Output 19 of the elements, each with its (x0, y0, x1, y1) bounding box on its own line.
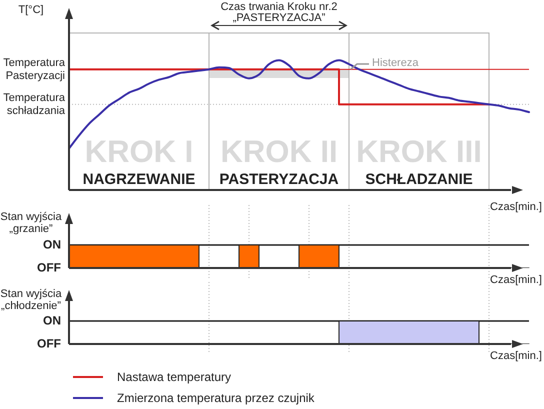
text: ON (43, 313, 61, 328)
x-axis-title: Czas[min.] (490, 274, 542, 286)
annotation: SCHŁADZANIE (365, 171, 473, 188)
chart-title: Czas trwania Kroku nr.2 „PASTERYZACJA” (220, 1, 338, 24)
ref-line-label: Temperatura schładzania (3, 92, 66, 117)
legend-label: Nastawa temperatury (117, 370, 232, 384)
annotation: Histereza (372, 57, 418, 70)
annotation: PASTERYZACJA (219, 171, 339, 188)
x-axis-title: Czas[min.] (490, 350, 542, 362)
text: OFF (37, 260, 61, 274)
y-axis-title: T[°C] (17, 4, 45, 16)
ref-line-label: Temperatura Pasteryzacji (3, 56, 66, 82)
legend-label: Zmierzona temperatura przez czujnik (117, 390, 314, 404)
text: OFF (37, 336, 61, 350)
annotation: NAGRZEWANIE (82, 171, 196, 188)
y-axis-title: Stan wyjścia „grzanie” (0, 211, 62, 235)
text: ON (43, 237, 61, 252)
y-axis-title: Stan wyjścia „chłodzenie” (0, 288, 62, 312)
x-axis-title: Czas[min.] (490, 201, 542, 213)
